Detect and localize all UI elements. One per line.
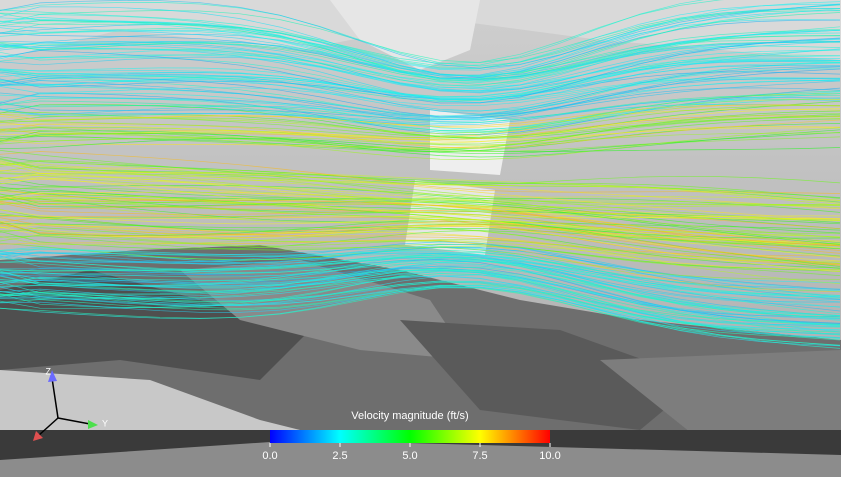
y-arrow [88,420,98,429]
colorbar-gradient [270,430,550,443]
x-arrow [33,431,43,441]
z-arrow [48,370,57,382]
x-axis [37,417,59,437]
colorbar: Velocity magnitude (ft/s) 0.0 2.5 5.0 7.5 10… [262,410,560,462]
y-label: Y [102,418,108,428]
streamlines [0,0,841,349]
axis-triad: Z Y [33,366,108,441]
colorbar-tick-label: 2.5 [332,450,347,462]
colorbar-tick-label: 10.0 [539,450,560,462]
colorbar-title: Velocity magnitude (ft/s) [351,410,468,422]
z-label: Z [46,366,52,376]
y-axis [57,417,91,425]
colorbar-tick-label: 0.0 [262,450,277,462]
colorbar-tick-label: 5.0 [402,450,417,462]
z-axis [51,377,59,419]
colorbar-tick-label: 7.5 [472,450,487,462]
